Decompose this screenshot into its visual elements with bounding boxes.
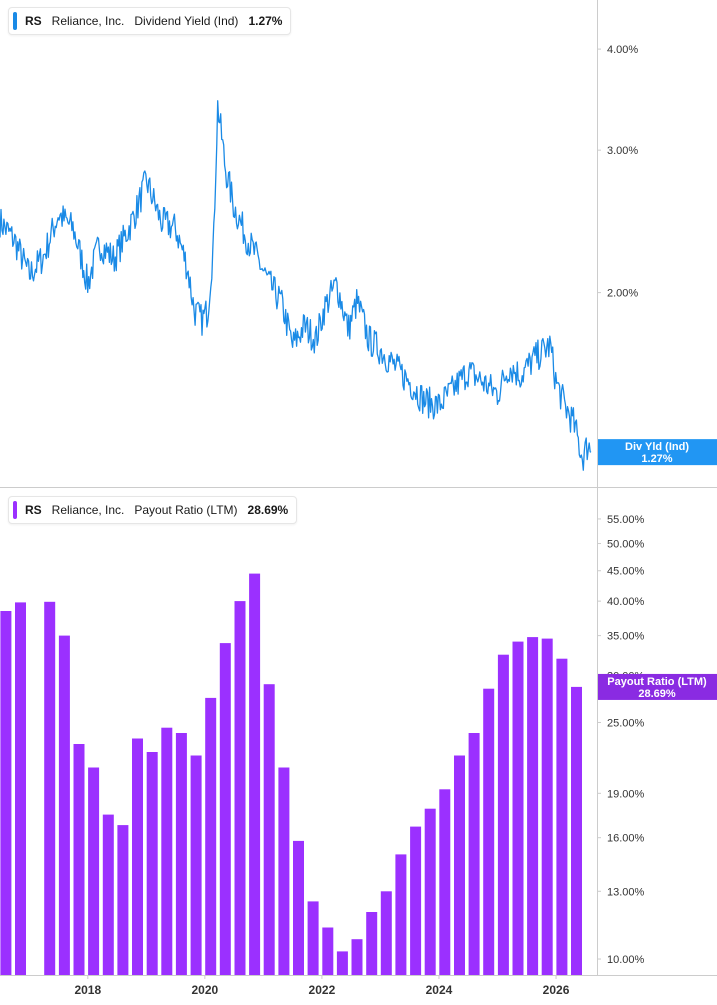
payout-bar — [132, 738, 143, 975]
y-tick-label: 13.00% — [607, 886, 645, 898]
legend-payout-ratio[interactable]: RS Reliance, Inc. Payout Ratio (LTM) 28.… — [8, 496, 298, 524]
y-tick-label: 45.00% — [607, 566, 645, 578]
legend-value: 28.69% — [247, 503, 289, 517]
payout-bar — [102, 814, 114, 975]
payout-bar — [439, 789, 451, 975]
payout-bar — [234, 601, 246, 975]
x-tick-label: 2018 — [74, 983, 101, 997]
legend-company: Reliance, Inc. — [51, 14, 125, 28]
tag-background — [598, 673, 717, 700]
series-swatch-yield — [13, 12, 17, 30]
y-tick-label: 3.00% — [607, 145, 638, 157]
payout-bar — [293, 840, 304, 975]
payout-bar — [351, 939, 363, 975]
y-axis: 4.00% 3.00% 2.00% 55.00% 50.00% 45.00% 40.00% 3… — [597, 44, 645, 966]
tag-background — [598, 439, 717, 466]
payout-bar — [322, 927, 334, 975]
y-tick-label: 4.00% — [607, 44, 638, 56]
payout-bar — [527, 637, 539, 975]
payout-bar — [483, 688, 495, 975]
payout-bar — [512, 641, 524, 975]
y-tick-label: 50.00% — [607, 539, 645, 551]
payout-bar — [468, 733, 480, 975]
y-tick-label: 19.00% — [607, 788, 645, 800]
payout-bar — [249, 573, 261, 975]
legend-ticker: RS — [25, 503, 42, 517]
payout-bar — [424, 808, 436, 975]
y-tick-label: 10.00% — [607, 954, 645, 966]
legend-dividend-yield[interactable]: RS Reliance, Inc. Dividend Yield (Ind) 1… — [8, 7, 292, 35]
y-tick-label: 35.00% — [607, 631, 645, 643]
last-value-tags: Div Yld (Ind)1.27% Payout Ratio (LTM)28.6… — [598, 439, 717, 700]
y-tick-label: 55.00% — [607, 514, 645, 526]
y-tick-label: 2.00% — [607, 288, 638, 300]
payout-bar — [0, 611, 12, 975]
payout-bar — [380, 891, 392, 975]
payout-bar — [571, 686, 582, 975]
legend-value: 1.27% — [248, 14, 283, 28]
series-swatch-payout — [13, 501, 17, 519]
y-tick-label: 16.00% — [607, 833, 645, 845]
chart-frame — [0, 0, 717, 976]
x-tick-label: 2022 — [309, 983, 336, 997]
payout-bar — [190, 755, 202, 975]
dividend-yield-line — [0, 100, 592, 471]
payout-bar — [395, 854, 407, 975]
payout-bar — [366, 912, 378, 975]
payout-bar — [541, 638, 553, 975]
payout-bar — [15, 602, 26, 975]
payout-bar — [454, 755, 465, 975]
payout-ratio-plot — [0, 573, 582, 975]
tag-label: Div Yld (Ind) — [625, 441, 689, 453]
payout-bar — [497, 654, 509, 975]
tag-label: Payout Ratio (LTM) — [607, 676, 707, 688]
x-tick-label: 2020 — [192, 983, 219, 997]
legend-metric: Dividend Yield (Ind) — [134, 14, 239, 28]
payout-bar — [278, 767, 290, 975]
dividend-yield-plot — [0, 100, 592, 471]
y-tick-label: 40.00% — [607, 596, 645, 608]
payout-bar — [58, 635, 70, 975]
payout-bar — [219, 643, 231, 975]
payout-bar — [161, 727, 173, 975]
payout-bar — [117, 825, 129, 975]
payout-bar — [205, 697, 217, 975]
payout-bar — [44, 601, 56, 975]
x-tick-label: 2026 — [543, 983, 570, 997]
x-tick-label: 2024 — [426, 983, 453, 997]
yield-last-value-tag: Div Yld (Ind)1.27% — [598, 439, 717, 466]
legend-ticker: RS — [25, 14, 42, 28]
payout-bar — [88, 767, 100, 975]
payout-bar — [73, 744, 85, 975]
legend-metric: Payout Ratio (LTM) — [134, 503, 238, 517]
tag-value: 28.69% — [638, 688, 676, 700]
payout-bar — [410, 826, 422, 975]
payout-bar — [307, 901, 319, 975]
y-tick-label: 25.00% — [607, 717, 645, 729]
legend-company: Reliance, Inc. — [51, 503, 125, 517]
payout-bar — [336, 951, 348, 975]
payout-bar — [556, 658, 568, 975]
tag-value: 1.27% — [641, 453, 672, 465]
x-axis: 2018 2020 2022 2024 2026 — [74, 975, 570, 997]
payout-bar — [146, 752, 158, 975]
payout-bar — [263, 684, 275, 975]
payout-last-value-tag: Payout Ratio (LTM)28.69% — [598, 673, 717, 700]
payout-bar — [175, 733, 187, 975]
